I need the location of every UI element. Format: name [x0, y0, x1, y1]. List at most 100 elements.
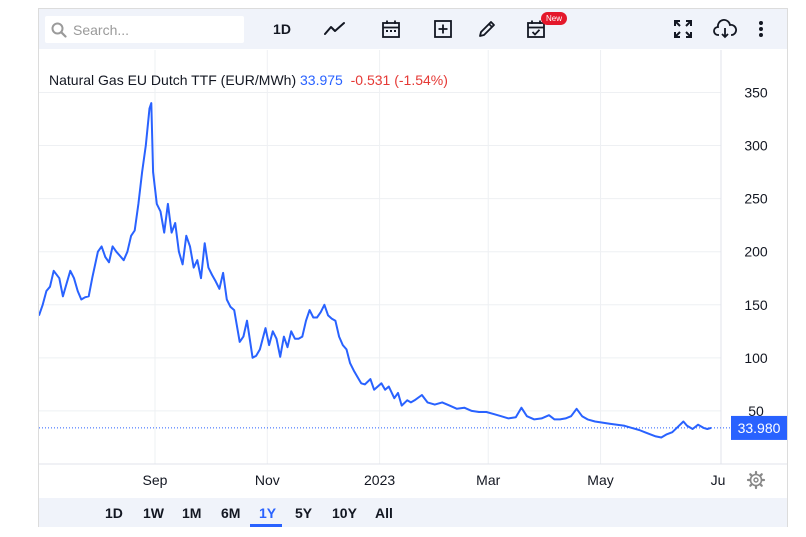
data-point [548, 414, 550, 416]
data-point [421, 394, 423, 396]
data-point [112, 245, 114, 247]
data-point [123, 259, 125, 261]
data-point [553, 418, 556, 420]
more-menu-button[interactable] [751, 17, 771, 41]
range-5y[interactable]: 5Y [295, 505, 313, 521]
data-point [692, 428, 694, 430]
events-button[interactable] [524, 17, 548, 41]
data-point [226, 298, 228, 301]
data-point [373, 389, 375, 391]
download-button[interactable] [712, 17, 738, 41]
data-point [706, 428, 708, 430]
data-point [108, 261, 110, 263]
more-vertical-icon [759, 21, 763, 37]
data-point [58, 277, 60, 279]
data-point [576, 408, 578, 410]
data-point [345, 348, 348, 350]
y-tick-label: 350 [744, 84, 768, 100]
data-point [426, 401, 429, 403]
expand-icon [674, 20, 692, 38]
data-point [218, 288, 220, 290]
data-point [152, 171, 154, 173]
data-point [526, 415, 528, 417]
data-point [581, 415, 583, 417]
search-icon [51, 22, 67, 38]
draw-button[interactable] [475, 17, 499, 41]
data-point [167, 203, 169, 205]
chart-type-button[interactable] [323, 17, 347, 41]
data-point [294, 338, 296, 340]
data-point [682, 420, 685, 423]
data-point [686, 425, 688, 427]
data-point [601, 422, 604, 424]
data-point [406, 399, 408, 401]
data-point [204, 242, 206, 244]
x-tick-label: Nov [255, 472, 280, 488]
data-point [655, 435, 657, 437]
data-point [145, 144, 147, 147]
range-1d[interactable]: 1D [105, 505, 123, 521]
data-point [515, 416, 517, 418]
data-point [222, 272, 224, 274]
data-point [275, 338, 278, 340]
data-point [279, 356, 281, 358]
data-point [312, 316, 314, 319]
data-point [710, 427, 712, 429]
new-badge: New [541, 12, 568, 25]
range-1w[interactable]: 1W [143, 505, 164, 521]
data-point [268, 344, 270, 346]
data-point [101, 245, 103, 247]
last-price-label: 33.980 [738, 420, 781, 436]
data-point [353, 370, 355, 372]
data-point [148, 107, 151, 109]
fullscreen-button[interactable] [671, 17, 695, 41]
data-point [334, 320, 336, 322]
data-point [159, 210, 162, 212]
range-1m[interactable]: 1M [182, 505, 202, 521]
data-point [703, 427, 705, 429]
data-point [283, 336, 285, 338]
data-point [156, 203, 158, 205]
add-indicator-button[interactable] [431, 17, 455, 41]
data-point [485, 411, 487, 413]
y-tick-label: 300 [744, 138, 768, 154]
interval-button[interactable]: 1D [269, 17, 295, 41]
range-10y[interactable]: 10Y [332, 505, 357, 521]
range-all[interactable]: All [375, 505, 393, 521]
data-point [104, 256, 106, 258]
data-point [393, 397, 395, 399]
data-point [80, 298, 82, 301]
data-point [39, 314, 40, 316]
data-point [69, 270, 71, 272]
data-point [360, 382, 362, 384]
x-tick-label: Mar [476, 472, 500, 488]
data-point [150, 102, 152, 104]
data-point [178, 251, 180, 253]
data-point [255, 355, 257, 357]
grid [39, 50, 721, 464]
data-point [397, 392, 399, 394]
data-point [53, 270, 55, 272]
range-1y[interactable]: 1Y [259, 505, 277, 521]
data-point [115, 251, 117, 253]
range-6m[interactable]: 6M [221, 505, 241, 521]
date-range-button[interactable] [379, 17, 403, 41]
last-value: 33.975 [300, 72, 343, 88]
x-tick-label: May [587, 472, 613, 488]
data-point [259, 348, 261, 350]
data-point [356, 376, 359, 378]
data-point [130, 235, 132, 237]
settings-gear-icon[interactable] [746, 470, 766, 490]
data-point [331, 318, 333, 320]
price-axis: 50 100 150 200 250 300 350 [744, 84, 768, 418]
data-point [323, 304, 325, 306]
data-point [520, 407, 522, 409]
search-input[interactable] [73, 16, 238, 43]
data-point [616, 424, 618, 426]
data-point [320, 311, 322, 313]
search-box[interactable] [45, 16, 244, 43]
toolbar: 1D [39, 9, 787, 49]
data-point [434, 404, 436, 406]
data-point [272, 330, 274, 332]
